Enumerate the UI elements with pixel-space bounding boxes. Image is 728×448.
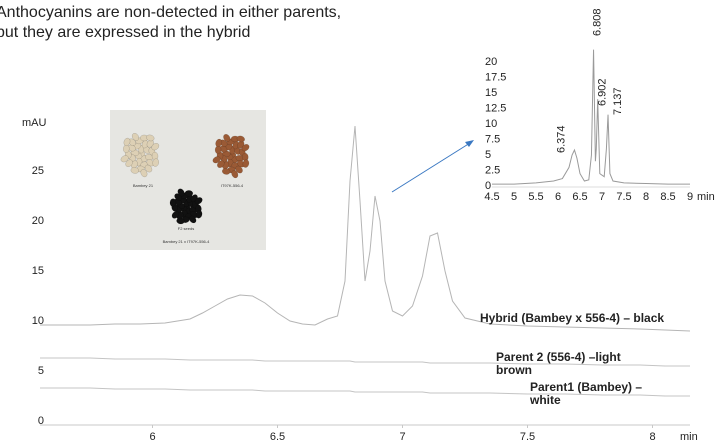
trace	[492, 49, 690, 185]
seed	[221, 168, 231, 175]
x-tick-label: 7.5	[520, 431, 535, 443]
seed	[125, 159, 133, 167]
x-tick-label: 6.5	[572, 191, 587, 203]
y-tick-label: 15	[32, 265, 44, 277]
x-tick-label: 8.5	[660, 191, 675, 203]
peak-label: 6.374	[555, 125, 567, 153]
seed	[146, 134, 155, 142]
x-tick-label: 5	[511, 191, 517, 203]
photo-label: F2 seeds	[178, 226, 194, 231]
seed	[188, 215, 197, 224]
x-tick-label: 8	[643, 191, 649, 203]
x-tick-label: 9	[687, 191, 693, 203]
seed	[171, 211, 180, 219]
seed	[123, 137, 131, 147]
y-tick-label: 25	[32, 165, 44, 177]
seed	[242, 159, 250, 168]
photo: Bambey 21 IT97K-556-4 F2 seeds Bambey 21…	[110, 110, 266, 250]
seed	[151, 143, 160, 151]
seed	[176, 217, 185, 225]
trace-label: Parent 2 (556-4) –light brown	[496, 350, 621, 377]
photo-background	[110, 110, 266, 250]
x-tick-label: 6	[555, 191, 561, 203]
x-axis-title: min	[680, 431, 698, 443]
seed	[231, 170, 239, 179]
seed	[177, 188, 185, 197]
y-tick-label: 20	[32, 215, 44, 227]
seed	[140, 169, 148, 178]
seed	[184, 190, 194, 197]
seed	[131, 133, 140, 141]
y-tick-label: 10	[32, 315, 44, 327]
seed	[169, 198, 177, 207]
seed	[215, 138, 223, 148]
trace-label: Hybrid (Bambey x 556-4) – black	[480, 311, 665, 325]
peak-label: 6.902	[597, 78, 609, 106]
seed	[144, 164, 153, 173]
seed	[212, 156, 221, 164]
seed	[236, 135, 245, 143]
trace	[40, 387, 690, 397]
arrow-head	[465, 140, 474, 147]
x-tick-label: 4.5	[484, 191, 499, 203]
y-tick-label: 17.5	[485, 71, 506, 83]
y-axis-title: mAU	[22, 117, 47, 129]
y-tick-label: 12.5	[485, 102, 506, 114]
x-tick-label: 7	[599, 191, 605, 203]
peak-label: 6.808	[591, 8, 603, 36]
x-tick-label: 6	[149, 431, 155, 443]
trace	[40, 357, 690, 367]
y-tick-label: 0	[38, 415, 44, 427]
annotation: Anthocyanins are non-detected in either …	[0, 4, 342, 41]
x-tick-label: 6.5	[270, 431, 285, 443]
seed	[152, 158, 159, 167]
seeds	[120, 133, 250, 225]
y-tick-label: 2.5	[485, 164, 500, 176]
seed	[195, 210, 203, 219]
x-tick-label: 7.5	[616, 191, 631, 203]
seed	[223, 134, 231, 142]
seed	[217, 160, 225, 168]
seed	[241, 144, 250, 152]
trace-label: Parent1 (Bambey) – white	[530, 380, 643, 407]
x-tick-label: 5.5	[528, 191, 543, 203]
seed	[130, 167, 139, 174]
photo-label: Bambey 21 x IT97K-556-4	[163, 239, 210, 244]
photo-label: Bambey 21	[133, 183, 154, 188]
seed	[194, 197, 203, 205]
peak-label: 7.137	[612, 87, 624, 115]
x-tick-label: 7	[399, 431, 405, 443]
y-tick-label: 5	[38, 365, 44, 377]
y-tick-label: 0	[485, 180, 491, 192]
trace	[40, 125, 691, 332]
x-tick-label: 8	[649, 431, 655, 443]
photo-label: IT97K-556-4	[221, 183, 244, 188]
y-tick-label: 7.5	[485, 133, 500, 145]
arrow	[391, 142, 471, 193]
seed	[120, 155, 129, 163]
y-tick-label: 15	[485, 87, 497, 99]
y-tick-label: 10	[485, 118, 497, 130]
y-tick-label: 5	[485, 149, 491, 161]
seed	[235, 165, 243, 174]
inset-x-axis-title: min	[697, 191, 715, 203]
y-tick-label: 20	[485, 56, 497, 68]
